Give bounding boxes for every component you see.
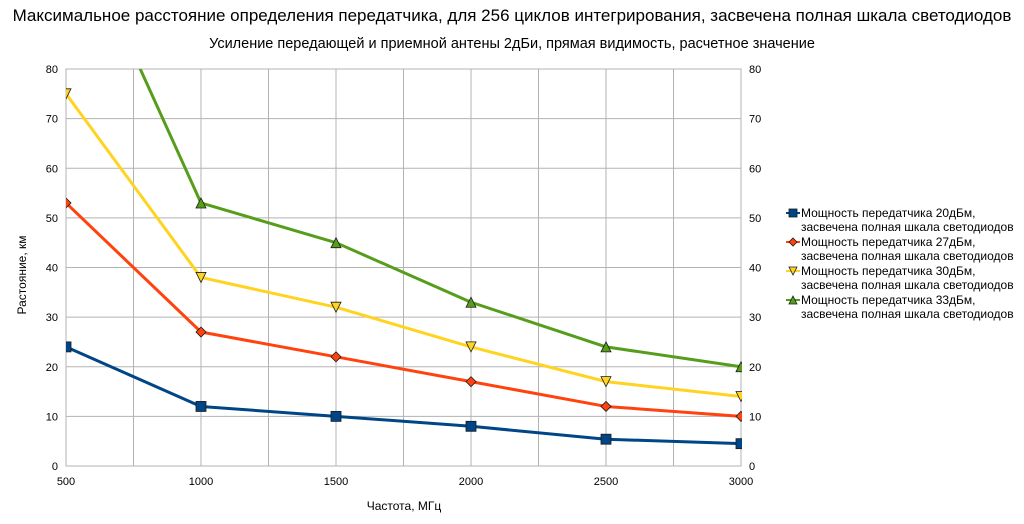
y-tick-label: 30 <box>46 312 58 324</box>
legend-label: Мощность передатчика 33дБм, засвечена по… <box>801 293 1014 321</box>
data-point-series-3 <box>330 301 342 314</box>
data-point-series-3 <box>735 391 742 403</box>
y2-tick-label: 20 <box>749 362 761 374</box>
y2-tick-label: 0 <box>749 461 755 473</box>
data-point-series-3 <box>66 88 72 100</box>
y2-tick-label: 60 <box>749 163 761 175</box>
legend-label: Мощность передатчика 20дБм, засвечена по… <box>801 206 1014 234</box>
data-point-series-3 <box>195 272 207 284</box>
data-point-series-4 <box>735 360 742 373</box>
data-point-series-2 <box>600 400 612 413</box>
series-line-3 <box>66 92 742 399</box>
y-axis-label: Растояние, км <box>15 236 29 315</box>
y2-tick-label: 80 <box>749 64 761 76</box>
y-tick-label: 0 <box>52 461 58 473</box>
data-point-series-2 <box>195 326 207 338</box>
data-point-series-1 <box>195 401 207 412</box>
series-line-4 <box>138 69 742 369</box>
data-point-series-2 <box>330 351 342 363</box>
data-point-series-2 <box>735 410 742 422</box>
legend-label: Мощность передатчика 27дБм, засвечена по… <box>801 235 1014 263</box>
series-markers <box>66 88 742 450</box>
y2-tick-label: 40 <box>749 263 761 275</box>
y-tick-label: 10 <box>46 411 58 423</box>
data-point-series-4 <box>600 341 612 353</box>
y-tick-label: 80 <box>46 64 58 76</box>
x-tick-label: 1000 <box>189 476 213 488</box>
x-tick-label: 500 <box>57 476 75 488</box>
data-point-series-4 <box>195 197 207 209</box>
legend-item: Мощность передатчика 20дБм, засвечена по… <box>786 206 1022 235</box>
y2-tick-label: 10 <box>749 411 761 423</box>
legend-marker <box>788 208 798 218</box>
chart-subtitle: Усиление передающей и приемной антены 2д… <box>209 36 815 52</box>
plot-area-border <box>65 68 742 467</box>
y-tick-label: 70 <box>46 114 58 126</box>
data-point-series-3 <box>465 341 477 353</box>
x-axis-label: Частота, МГц <box>367 499 442 513</box>
legend-label: Мощность передатчика 30дБм, засвечена по… <box>801 264 1014 292</box>
chart-title: Максимальное расстояние определения пере… <box>12 6 1012 25</box>
legend-item: Мощность передатчика 27дБм, засвечена по… <box>786 235 1022 264</box>
data-point-series-1 <box>465 420 477 432</box>
legend-marker <box>788 266 798 276</box>
legend-marker <box>788 237 798 247</box>
axis-ticks: 0 0 10 10 20 20 30 30 40 40 50 50 60 60 70 70 80 80 500 100… <box>46 64 762 488</box>
y2-tick-label: 70 <box>749 114 761 126</box>
series-lines <box>66 69 742 446</box>
legend-marker-icon <box>786 237 800 247</box>
data-point-series-1 <box>735 438 742 450</box>
legend-marker-icon <box>786 295 800 305</box>
data-point-series-4 <box>465 296 477 308</box>
legend-marker <box>788 295 798 305</box>
legend-item: Мощность передатчика 30дБм, засвечена по… <box>786 264 1022 293</box>
x-tick-label: 2000 <box>459 476 483 488</box>
data-point-series-4 <box>330 236 342 249</box>
series-line-2 <box>66 201 742 418</box>
x-tick-label: 3000 <box>729 476 753 488</box>
legend-item: Мощность передатчика 33дБм, засвечена по… <box>786 293 1022 322</box>
data-point-series-1 <box>66 341 72 353</box>
legend-marker-icon <box>786 208 800 218</box>
legend-marker-icon <box>786 266 800 276</box>
y-tick-label: 60 <box>46 163 58 175</box>
x-tick-label: 1500 <box>324 476 348 488</box>
data-point-series-1 <box>330 410 342 422</box>
chart-legend: Мощность передатчика 20дБм, засвечена по… <box>786 206 1022 322</box>
y-tick-label: 40 <box>46 263 58 275</box>
data-point-series-2 <box>66 197 72 209</box>
y2-tick-label: 50 <box>749 213 761 225</box>
series-line-1 <box>66 345 742 446</box>
y-tick-label: 50 <box>46 213 58 225</box>
data-point-series-3 <box>600 376 612 388</box>
data-point-series-2 <box>465 376 477 388</box>
data-point-series-1 <box>600 433 612 445</box>
y2-tick-label: 30 <box>749 312 761 324</box>
x-tick-label: 2500 <box>594 476 618 488</box>
y-tick-label: 20 <box>46 362 58 374</box>
